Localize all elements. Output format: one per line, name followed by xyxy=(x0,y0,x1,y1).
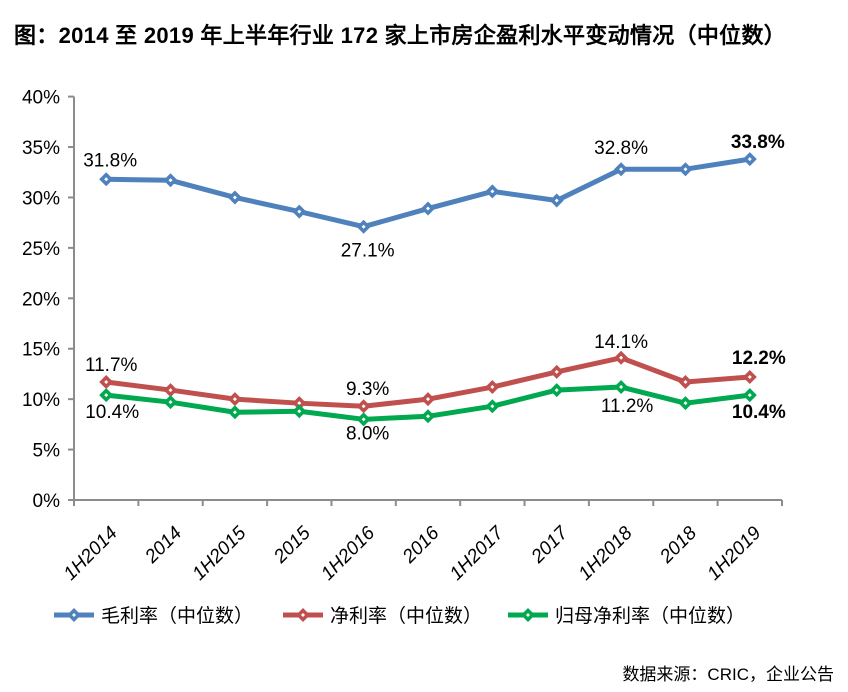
marker-core-s0-5 xyxy=(426,206,430,211)
y-tick-label: 25% xyxy=(22,239,60,260)
y-tick-label: 10% xyxy=(22,390,60,411)
data-label: 8.0% xyxy=(346,423,389,444)
y-tick-label: 20% xyxy=(22,289,60,310)
legend-marker-net-margin xyxy=(283,607,323,622)
marker-core-s1-0 xyxy=(104,380,109,385)
legend-item-net-margin: 净利率（中位数） xyxy=(283,601,482,628)
y-tick-label: 40% xyxy=(22,88,60,109)
y-tick-label: 0% xyxy=(33,491,61,512)
marker-core-s2-6 xyxy=(490,404,495,409)
marker-core-s2-4 xyxy=(361,417,366,422)
marker-core-s2-9 xyxy=(683,401,688,406)
chart-plot: 0%5%10%15%20%25%30%35%40%1H2014 2014 1H201… xyxy=(22,88,786,585)
legend-marker-gross-margin xyxy=(54,607,94,622)
marker-core-s2-3 xyxy=(297,409,302,414)
marker-core-s1-4 xyxy=(361,404,366,409)
x-tick-label: 2018 xyxy=(656,522,702,568)
marker-core-s0-8 xyxy=(619,167,624,172)
series-line-0 xyxy=(103,156,753,230)
marker-core-s1-6 xyxy=(490,385,495,390)
legend-label-net-margin: 净利率（中位数） xyxy=(330,606,483,627)
legend: 毛利率（中位数） 净利率（中位数） 归母净利率（中位数） xyxy=(0,601,848,631)
x-tick-label: 2015 xyxy=(269,522,315,568)
x-tick-label: 1H2019 xyxy=(703,522,765,584)
x-tick-label: 1H2017 xyxy=(446,522,509,585)
marker-core-s1-7 xyxy=(554,369,559,374)
x-tick-label: 2016 xyxy=(398,522,444,568)
x-tick-label: 2014 xyxy=(141,523,186,568)
x-tick-label: 2017 xyxy=(527,522,573,568)
marker-core-s0-1 xyxy=(168,178,173,183)
marker-core-s2-8 xyxy=(619,385,624,390)
legend-item-attributable-net-margin: 归母净利率（中位数） xyxy=(508,601,745,628)
data-label: 14.1% xyxy=(594,332,648,353)
legend-marker-attributable-net-margin xyxy=(508,607,548,622)
x-tick-label: 1H2016 xyxy=(317,522,379,584)
marker-core-s0-10 xyxy=(747,157,752,162)
data-label: 10.4% xyxy=(732,402,786,423)
data-label: 33.8% xyxy=(731,132,785,153)
x-tick-label: 1H2018 xyxy=(575,522,637,584)
data-label: 9.3% xyxy=(346,379,389,400)
marker-core-s2-7 xyxy=(554,388,559,393)
x-tick-label: 1H2015 xyxy=(189,522,251,584)
marker-core-s0-2 xyxy=(232,195,237,200)
marker-core-s1-2 xyxy=(232,397,237,402)
data-label: 11.2% xyxy=(601,396,654,417)
marker-core-s1-10 xyxy=(747,374,752,379)
y-tick-label: 15% xyxy=(22,340,60,361)
marker-core-s0-4 xyxy=(361,224,366,229)
data-source: 数据来源：CRIC，企业公告 xyxy=(622,665,834,684)
marker-core-s1-3 xyxy=(297,401,302,406)
legend-label-attributable-net-margin: 归母净利率（中位数） xyxy=(555,606,746,627)
data-label: 31.8% xyxy=(83,150,137,171)
data-label: 11.7% xyxy=(85,355,138,376)
marker-core-s0-0 xyxy=(104,177,109,182)
data-label: 10.4% xyxy=(85,402,139,423)
marker-core-s1-8 xyxy=(619,355,624,360)
marker-core-s0-3 xyxy=(297,209,302,214)
data-label: 12.2% xyxy=(732,348,786,369)
y-tick-label: 5% xyxy=(33,441,61,462)
marker-core-s0-9 xyxy=(683,167,688,172)
marker-core-s1-1 xyxy=(168,388,173,393)
marker-core-s2-10 xyxy=(747,393,752,398)
marker-core-s2-0 xyxy=(104,393,109,398)
marker-core-s1-9 xyxy=(683,380,688,385)
y-tick-label: 30% xyxy=(22,188,60,209)
marker-core-s0-6 xyxy=(490,189,495,194)
marker-core-s0-7 xyxy=(554,198,559,203)
legend-label-gross-margin: 毛利率（中位数） xyxy=(101,606,254,627)
data-label: 32.8% xyxy=(594,138,648,159)
x-tick-label: 1H2014 xyxy=(60,523,122,585)
chart-title: 图：2014 至 2019 年上半年行业 172 家上市房企盈利水平变动情况（中… xyxy=(14,23,787,48)
y-tick-label: 35% xyxy=(22,138,60,159)
legend-item-gross-margin: 毛利率（中位数） xyxy=(54,601,253,628)
marker-core-s1-5 xyxy=(426,397,430,402)
marker-core-s2-1 xyxy=(168,400,173,405)
marker-core-s2-5 xyxy=(426,414,430,419)
data-label: 27.1% xyxy=(341,241,395,262)
marker-core-s2-2 xyxy=(232,410,237,415)
